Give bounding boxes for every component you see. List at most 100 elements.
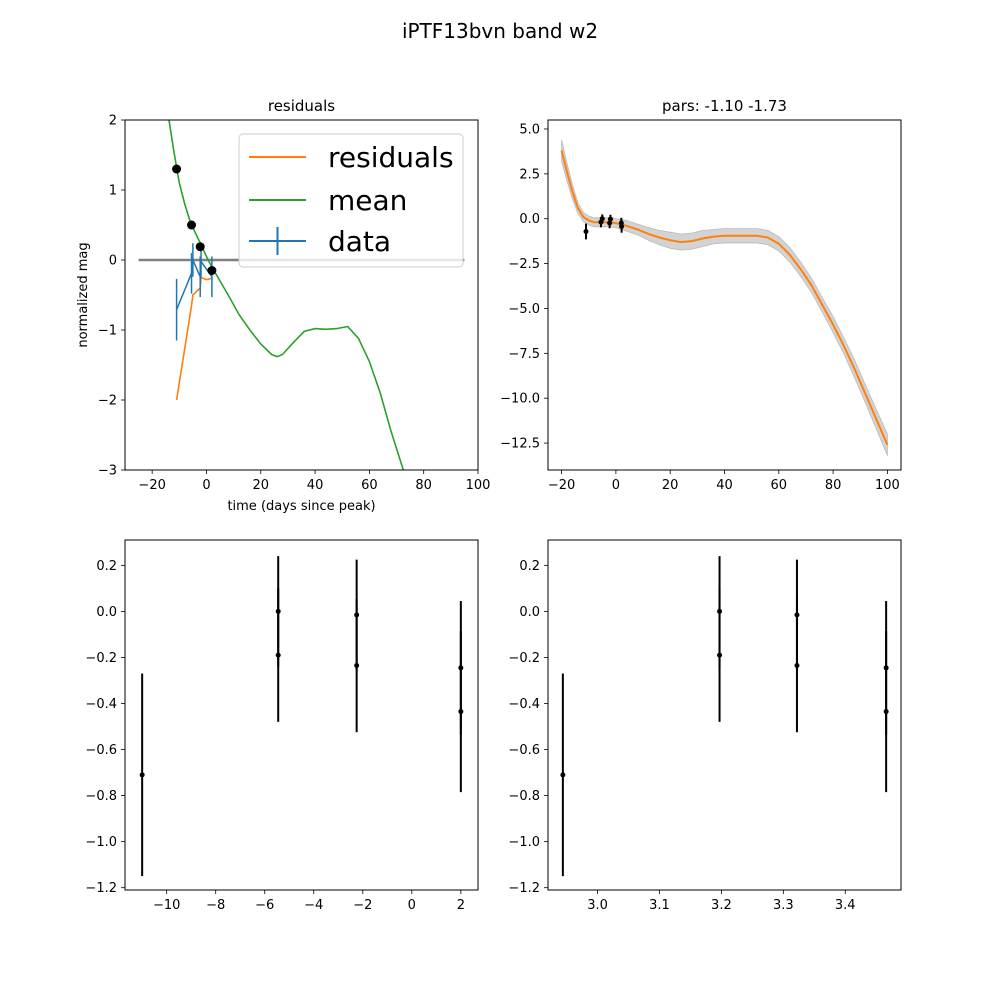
data-point <box>717 652 723 658</box>
data-point <box>717 608 723 614</box>
x-tick-label: 20 <box>662 478 679 493</box>
y-tick-label: −0.4 <box>85 697 117 712</box>
y-tick-label: 0 <box>109 254 117 269</box>
data-point <box>139 772 145 778</box>
panel-1: −20 0 20 40 60 80 100 −3 −2 −1 0 1 2 residuals time (d… <box>76 97 490 514</box>
data-point <box>583 228 589 234</box>
x-tick-label: 0 <box>408 898 416 913</box>
y-tick-label: −1.0 <box>85 835 117 850</box>
data-point <box>794 662 800 668</box>
data-point <box>275 652 281 658</box>
y-tick-label: −7.5 <box>508 347 540 362</box>
x-tick-label: 80 <box>825 478 842 493</box>
y-tick-label: 0.0 <box>519 212 540 227</box>
confidence-band <box>561 139 888 456</box>
data-point <box>354 612 360 618</box>
y-tick-label: −1.0 <box>508 835 540 850</box>
x-tick-label: 3.4 <box>835 898 856 913</box>
x-tick-label: 3.3 <box>773 898 794 913</box>
plot-area <box>560 556 889 877</box>
legend-box <box>238 133 464 268</box>
x-tick-label: 2 <box>457 898 465 913</box>
y-tick-label: −1.2 <box>508 881 540 896</box>
x-tick-label: 3.1 <box>649 898 670 913</box>
data-point <box>607 216 613 222</box>
legend-label-residuals: residuals <box>328 141 454 174</box>
axes-frame <box>124 119 479 471</box>
panel-3: −10 −8 −6 −4 −2 0 2 −1.2 −1.0 −0.8 −0.6 −0.4 −0.2 0.0… <box>85 539 479 913</box>
y-tick-label: 1 <box>109 184 117 199</box>
y-tick-label: −0.2 <box>508 651 540 666</box>
data-point <box>619 223 625 229</box>
data-point <box>187 220 197 230</box>
x-tick-label: 60 <box>771 478 788 493</box>
x-tick-label: 100 <box>466 478 491 493</box>
x-tick-label: −20 <box>138 478 165 493</box>
y-tick-label: 0.2 <box>96 559 117 574</box>
y-tick-label: 5.0 <box>519 122 540 137</box>
y-axis-label: normalized mag <box>76 242 91 347</box>
data-line <box>175 257 213 310</box>
y-tick-label: −0.4 <box>508 697 540 712</box>
x-tick-label: 40 <box>716 478 733 493</box>
mean-line <box>560 150 889 446</box>
data-point <box>458 665 464 671</box>
y-tick-label: 2.5 <box>519 167 540 182</box>
x-tick-label: 0 <box>612 478 620 493</box>
x-tick-label: 40 <box>307 478 324 493</box>
data-point <box>172 164 182 174</box>
y-tick-label: −2.5 <box>508 257 540 272</box>
y-tick-label: −1.2 <box>85 881 117 896</box>
panel-2: −20 0 20 40 60 80 100 −12.5 −10.0 −7.5 −5.0 −2.5 0.0… <box>500 97 902 493</box>
y-tick-label: −0.6 <box>85 743 117 758</box>
axes-frame <box>547 119 902 471</box>
y-tick-label: −2 <box>98 394 117 409</box>
y-tick-label: −0.2 <box>85 651 117 666</box>
figure-title: iPTF13bvn band w2 <box>402 19 598 43</box>
panel-title: pars: -1.10 -1.73 <box>662 97 787 115</box>
x-tick-label: 80 <box>415 478 432 493</box>
x-tick-label: −4 <box>304 898 323 913</box>
y-tick-label: −10.0 <box>500 392 540 407</box>
data-point <box>607 220 613 226</box>
y-tick-label: −3 <box>98 464 117 479</box>
axes-frame <box>547 539 902 891</box>
y-tick-label: 0.2 <box>519 559 540 574</box>
x-tick-label: −2 <box>353 898 372 913</box>
data-point <box>354 662 360 668</box>
x-tick-label: −6 <box>255 898 274 913</box>
y-tick-label: −0.6 <box>508 743 540 758</box>
x-tick-label: −10 <box>153 898 180 913</box>
legend-label-mean: mean <box>328 184 407 217</box>
legend-label-data: data <box>328 225 391 258</box>
x-tick-label: 100 <box>875 478 900 493</box>
y-tick-label: −5.0 <box>508 302 540 317</box>
panel-title: residuals <box>268 97 335 115</box>
axes-frame <box>124 539 479 891</box>
data-point <box>794 612 800 618</box>
x-tick-label: 3.2 <box>711 898 732 913</box>
data-point <box>195 242 205 252</box>
plot-area <box>560 139 889 456</box>
data-point <box>883 709 889 715</box>
y-tick-label: −0.8 <box>85 789 117 804</box>
panel-4: 3.0 3.1 3.2 3.3 3.4 −1.2 −1.0 −0.8 −0.6 −0.4 −0.2 0… <box>508 539 902 913</box>
y-tick-label: 0.0 <box>519 605 540 620</box>
x-tick-label: 3.0 <box>587 898 608 913</box>
x-tick-label: 0 <box>202 478 210 493</box>
data-point <box>458 709 464 715</box>
x-tick-label: −20 <box>548 478 575 493</box>
y-tick-label: 2 <box>109 114 117 129</box>
legend: residuals mean data <box>238 133 464 268</box>
data-point <box>275 608 281 614</box>
y-tick-label: −0.8 <box>508 789 540 804</box>
data-point <box>207 266 217 275</box>
y-tick-label: 0.0 <box>96 605 117 620</box>
data-point <box>883 665 889 671</box>
x-tick-label: 60 <box>361 478 378 493</box>
data-point <box>560 772 566 778</box>
x-axis-label: time (days since peak) <box>227 499 375 514</box>
x-tick-label: 20 <box>252 478 269 493</box>
y-tick-label: −1 <box>98 324 117 339</box>
